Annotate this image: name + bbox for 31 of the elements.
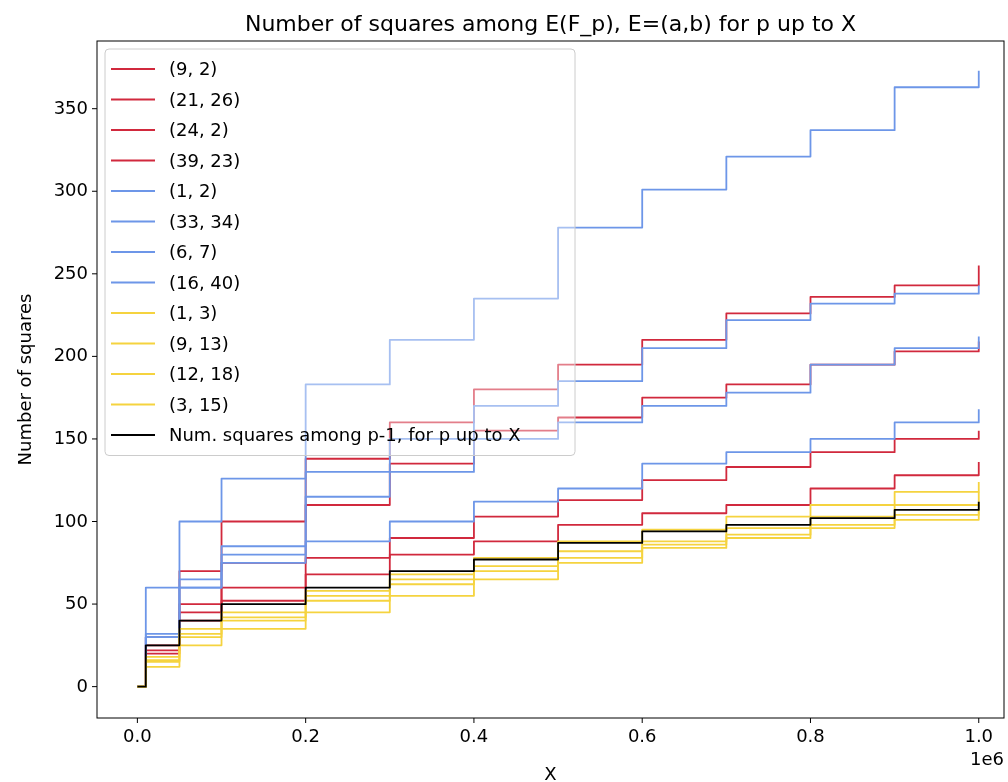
y-tick-label: 150 [53,426,88,448]
text: 1e6 [970,748,1004,769]
x-tick-label: 1.0 [964,725,994,746]
x-axis-title: X [544,763,557,782]
legend-label: (1, 3) [169,302,218,323]
x-tick-label: 0.2 [291,725,320,746]
y-tick-label: 50 [65,592,88,614]
chart-title: Number of squares among E(F_p), E=(a,b) for p up to X [244,11,857,37]
legend-label: (16, 40) [169,271,241,293]
legend-label: Num. squares among p-1, for p up to X [169,424,521,445]
y-tick-label: 0 [76,674,88,696]
y-tick-label: 300 [53,179,88,201]
y-tick-label: 200 [53,344,88,366]
y-tick-label: 350 [53,96,88,118]
y-tick-label: 250 [53,261,88,283]
legend-label: (24, 2) [169,119,229,140]
legend-label: (12, 18) [169,363,241,384]
legend-label: (9, 2) [169,58,218,79]
legend-label: (3, 15) [169,393,229,415]
legend-label: (6, 7) [169,241,218,262]
x-tick-label: 0.6 [627,725,657,746]
x-tick-label: 0.4 [459,725,489,746]
legend-label: (39, 23) [169,149,241,171]
y-tick-label: 100 [53,509,88,531]
x-tick-label: 0.8 [796,725,825,746]
legend-label: (33, 34) [169,210,241,232]
legend-label: (9, 13) [169,332,229,354]
legend-label: (21, 26) [169,88,241,110]
y-axis-title: Number of squares [14,293,35,466]
legend-label: (1, 2) [169,180,218,201]
x-tick-label: 0.0 [123,725,152,746]
